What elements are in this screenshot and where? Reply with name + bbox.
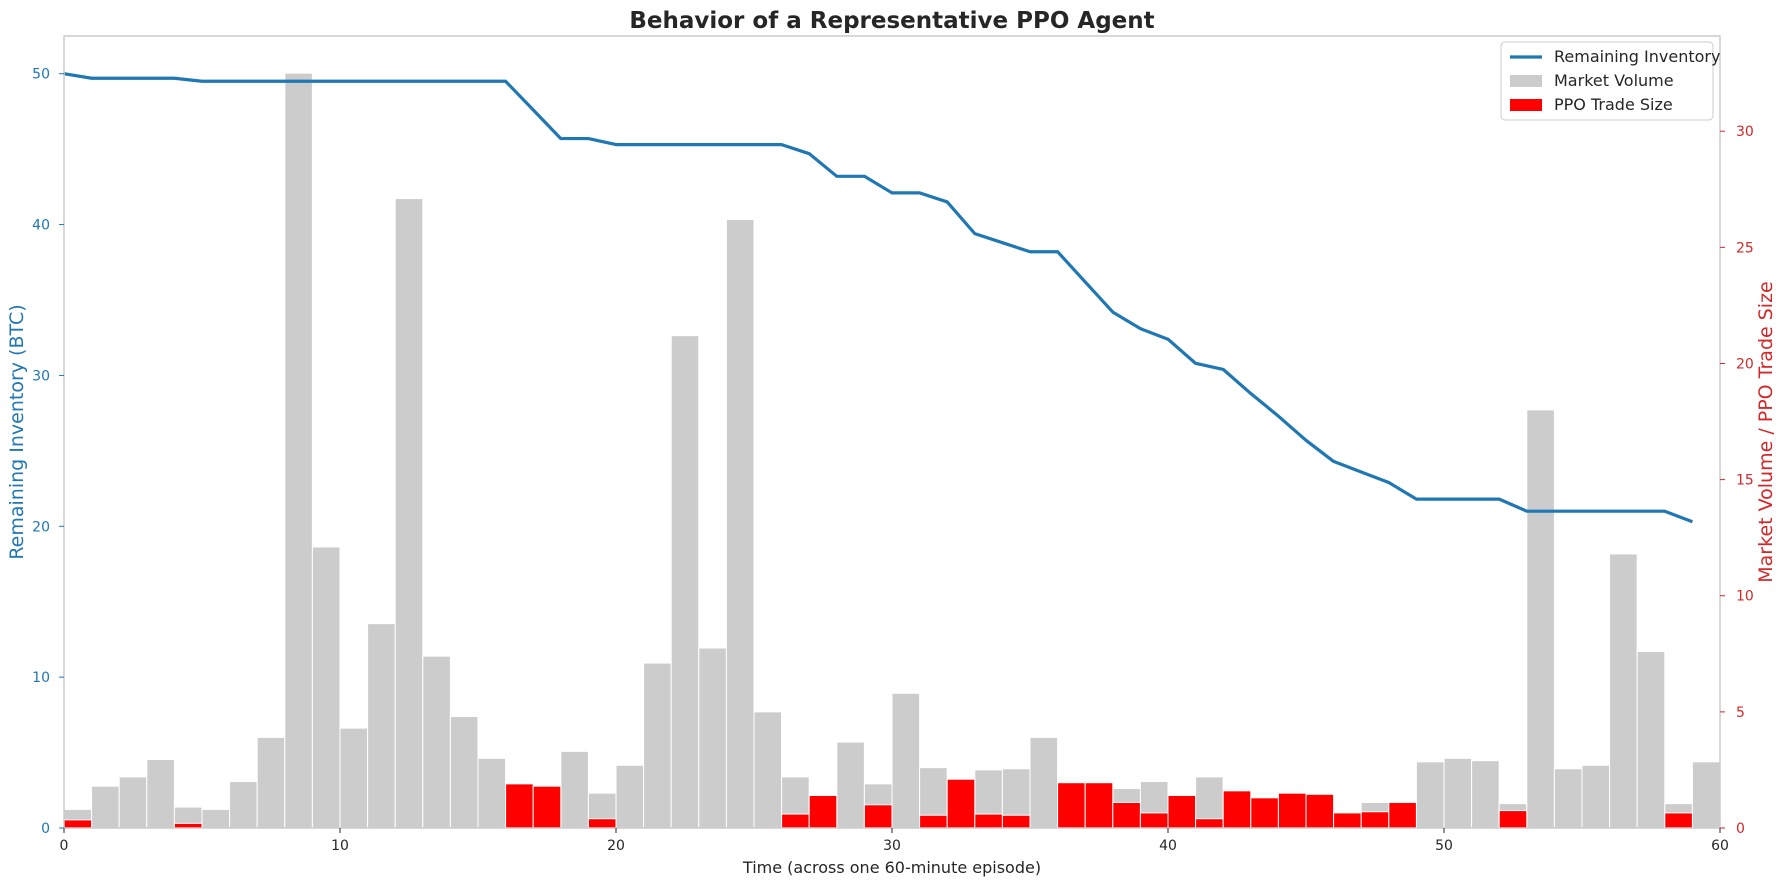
market-volume-bar-2 <box>118 776 148 829</box>
ppo-trade-bar-44 <box>1277 792 1307 829</box>
market-volume-bar-59 <box>1691 761 1721 829</box>
ppo-trade-bar-31 <box>919 814 948 829</box>
ppo-trade-bar-45 <box>1305 793 1335 829</box>
ppo-trade-bar-47 <box>1360 811 1390 829</box>
ppo-trade-bar-42 <box>1222 790 1252 829</box>
right-tick-label: 20 <box>1736 356 1754 372</box>
market-volume-bar-49 <box>1415 761 1445 829</box>
market-volume-bar-56 <box>1609 553 1638 829</box>
ppo-trade-bar-46 <box>1333 812 1362 829</box>
market-volume-bar-8 <box>284 72 313 829</box>
market-volume-bar-25 <box>753 711 783 829</box>
ppo-trade-bar-40 <box>1167 794 1197 829</box>
chart-title: Behavior of a Representative PPO Agent <box>629 8 1154 34</box>
ppo-trade-bar-58 <box>1664 812 1693 829</box>
ppo-trade-bar-17 <box>532 785 562 829</box>
legend-volume-swatch <box>1510 75 1542 87</box>
market-volume-bar-14 <box>449 716 479 829</box>
right-tick-label: 0 <box>1736 821 1745 837</box>
legend-volume-label: Market Volume <box>1554 71 1674 90</box>
x-tick-label: 0 <box>60 838 69 854</box>
ppo-trade-bar-19 <box>587 818 617 829</box>
ppo-trade-bar-29 <box>863 804 893 829</box>
legend-inventory-label: Remaining Inventory <box>1554 47 1720 66</box>
market-volume-bar-57 <box>1636 650 1666 829</box>
x-axis-ticks: 0 10 20 30 40 50 60 <box>60 828 1729 854</box>
left-tick-label: 40 <box>32 218 50 234</box>
ppo-trade-bars <box>63 778 1693 829</box>
x-tick-label: 60 <box>1711 838 1729 854</box>
left-tick-label: 20 <box>32 519 50 535</box>
remaining-inventory-line <box>63 72 1693 524</box>
ppo-trade-bar-32 <box>946 778 976 829</box>
ppo-trade-bar-52 <box>1498 810 1528 829</box>
market-volume-bar-11 <box>367 623 396 829</box>
ppo-trade-bar-38 <box>1112 801 1141 829</box>
market-volume-bar-30 <box>891 692 921 829</box>
market-volume-bar-3 <box>146 758 175 829</box>
market-volume-bar-23 <box>698 647 727 829</box>
market-volume-bar-13 <box>422 655 451 829</box>
market-volume-bar-6 <box>229 781 258 829</box>
market-volume-bar-51 <box>1471 760 1500 829</box>
market-volume-bar-55 <box>1581 764 1611 829</box>
left-axis-label: Remaining Inventory (BTC) <box>6 304 28 559</box>
market-volume-bar-54 <box>1553 768 1583 829</box>
right-tick-label: 10 <box>1736 589 1754 605</box>
ppo-trade-bar-39 <box>1139 812 1169 829</box>
legend: Remaining Inventory Market Volume PPO Tr… <box>1500 41 1720 121</box>
left-tick-label: 50 <box>32 67 50 83</box>
market-volume-bar-15 <box>477 757 507 829</box>
market-volume-bar-18 <box>560 750 589 829</box>
market-volume-bar-22 <box>670 335 700 829</box>
x-tick-label: 40 <box>1159 838 1177 854</box>
x-tick-label: 50 <box>1435 838 1453 854</box>
ppo-trade-bar-43 <box>1250 797 1279 829</box>
market-volume-bar-9 <box>311 546 341 829</box>
market-volume-bar-50 <box>1443 757 1473 829</box>
left-axis-ticks: 0 10 20 30 40 50 <box>32 67 64 837</box>
right-axis-ticks: 0 5 10 15 20 25 30 <box>1720 124 1754 837</box>
market-volume-bar-53 <box>1526 409 1555 829</box>
legend-ppo-swatch <box>1510 99 1542 111</box>
right-tick-label: 30 <box>1736 124 1754 140</box>
market-volume-bar-28 <box>836 741 865 829</box>
ppo-trade-bar-26 <box>781 813 810 829</box>
market-volume-bar-1 <box>91 785 120 829</box>
market-volume-bar-7 <box>256 736 286 829</box>
ppo-trade-bar-37 <box>1084 782 1114 829</box>
left-tick-label: 30 <box>32 368 50 384</box>
ppo-trade-bar-41 <box>1195 818 1224 829</box>
ppo-trade-bar-36 <box>1057 782 1086 829</box>
ppo-trade-bar-34 <box>1001 814 1031 829</box>
market-volume-bar-12 <box>394 198 424 829</box>
market-volume-bar-20 <box>615 764 645 829</box>
right-tick-label: 25 <box>1736 240 1754 256</box>
x-tick-label: 30 <box>883 838 901 854</box>
left-tick-label: 0 <box>41 821 50 837</box>
ppo-trade-bar-27 <box>808 794 838 829</box>
right-axis-label: Market Volume / PPO Trade Size <box>1755 281 1777 582</box>
market-volume-bars <box>63 72 1721 829</box>
ppo-trade-bar-0 <box>63 819 93 829</box>
right-tick-label: 15 <box>1736 473 1754 489</box>
right-tick-label: 5 <box>1736 705 1745 721</box>
ppo-trade-bar-48 <box>1388 801 1417 829</box>
market-volume-bar-21 <box>643 662 672 829</box>
market-volume-bar-5 <box>201 808 231 829</box>
x-tick-label: 10 <box>331 838 349 854</box>
legend-box <box>1500 41 1714 121</box>
x-axis-label: Time (across one 60-minute episode) <box>742 858 1041 877</box>
ppo-trade-bar-33 <box>974 813 1003 829</box>
left-tick-label: 10 <box>32 670 50 686</box>
ppo-trade-bar-16 <box>505 783 534 829</box>
legend-ppo-label: PPO Trade Size <box>1554 95 1673 114</box>
market-volume-bar-35 <box>1029 736 1059 829</box>
market-volume-bar-10 <box>339 727 369 829</box>
market-volume-bar-24 <box>725 218 755 829</box>
x-tick-label: 20 <box>607 838 625 854</box>
